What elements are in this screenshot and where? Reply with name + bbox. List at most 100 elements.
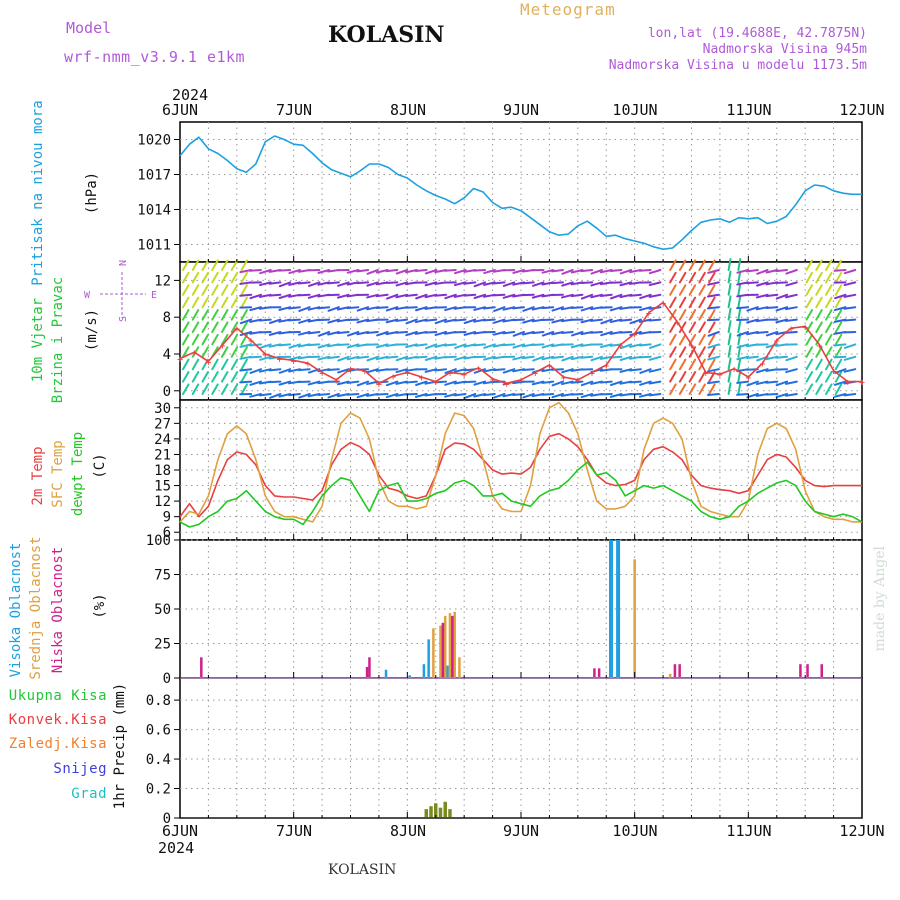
legend-freezing-rain: Zaledj.Kisa	[8, 736, 107, 752]
temp-y-tick-label: 21	[154, 447, 171, 463]
wind-direction-arrow	[765, 343, 779, 349]
wind-direction-arrow	[737, 382, 742, 395]
wind-direction-arrow	[288, 355, 301, 361]
wind-direction-arrow	[580, 269, 594, 273]
wind-direction-arrow	[240, 284, 248, 296]
wind-direction-arrow	[590, 269, 603, 275]
altitude-text: Nadmorska Visina 945m	[702, 42, 867, 57]
wind-direction-arrow	[326, 368, 340, 371]
wind-direction-arrow	[843, 318, 857, 322]
wind-direction-arrow	[727, 344, 732, 358]
wind-direction-arrow	[698, 296, 706, 309]
wind-direction-arrow	[211, 333, 219, 346]
wind-direction-arrow	[191, 358, 200, 371]
wind-direction-arrow	[805, 346, 814, 358]
wind-speed-point: +	[660, 298, 666, 309]
wind-direction-arrow	[609, 269, 623, 272]
wind-direction-arrow	[287, 306, 301, 310]
wind-direction-arrow	[638, 393, 652, 398]
wind-direction-arrow	[463, 380, 477, 384]
wind-direction-arrow	[182, 371, 190, 383]
wind-direction-arrow	[220, 296, 229, 309]
temp-y-tick-label: 9	[163, 510, 171, 526]
niska-oblacnost-bar	[678, 664, 681, 678]
wind-direction-arrow	[707, 331, 720, 337]
wind-direction-arrow	[825, 383, 833, 395]
wind-direction-arrow	[541, 380, 555, 384]
wind-direction-arrow	[805, 271, 814, 284]
wind-direction-arrow	[765, 393, 779, 396]
wind-direction-arrow	[834, 259, 843, 271]
axis-ticks: 1011101410171020048126912151821242730025…	[137, 133, 863, 827]
cloud-y-tick-label: 75	[154, 568, 171, 584]
wind-direction-arrow	[278, 380, 292, 386]
wind-direction-arrow	[258, 393, 272, 397]
wind-direction-arrow	[211, 296, 219, 309]
wind-direction-arrow	[502, 281, 516, 287]
wind-direction-arrow	[230, 383, 239, 395]
wind-direction-arrow	[698, 284, 706, 296]
x-tick-top-7jun: 7JUN	[276, 101, 312, 119]
wind-direction-arrow	[240, 296, 248, 309]
wind-axis-label-2: Brzina i Pravac	[50, 277, 66, 403]
wind-direction-arrow	[220, 271, 229, 284]
wind-direction-arrow	[220, 309, 229, 321]
wind-direction-arrow	[182, 284, 190, 296]
wind-direction-arrow	[698, 333, 706, 346]
wind-direction-arrow	[395, 281, 409, 287]
temp-y-tick-label: 27	[154, 416, 171, 432]
wind-direction-arrow	[522, 318, 535, 324]
wind-direction-arrow	[825, 309, 833, 321]
wind-speed-point: +	[731, 365, 737, 376]
wind-speed-point: +	[674, 318, 680, 329]
wind-direction-arrow	[843, 269, 857, 275]
wind-direction-arrow	[405, 343, 418, 349]
wind-direction-arrow	[404, 306, 418, 309]
wind-direction-arrow	[317, 343, 331, 349]
ukupna-kisa-bar	[424, 809, 429, 818]
wind-speed-point: +	[205, 357, 211, 368]
wind-direction-arrow	[755, 368, 769, 374]
wind-direction-arrow	[580, 355, 594, 359]
wind-direction-arrow	[843, 393, 857, 397]
wind-direction-arrow	[531, 331, 545, 335]
wind-direction-arrow	[317, 269, 331, 274]
wind-direction-arrow	[825, 284, 833, 296]
wind-direction-arrow	[278, 293, 292, 300]
wind-direction-arrow	[444, 293, 457, 300]
wind-direction-arrow	[825, 333, 833, 346]
wind-speed-point: +	[831, 367, 837, 378]
visoka-oblacnost-bar	[446, 665, 449, 678]
wind-direction-arrow	[375, 306, 389, 309]
wind-direction-arrow	[386, 293, 399, 300]
wind-direction-arrow	[307, 281, 321, 287]
wind-direction-arrow	[473, 293, 487, 300]
wind-direction-arrow	[590, 281, 603, 287]
wind-direction-arrow	[424, 281, 438, 287]
wind-direction-arrow	[395, 355, 409, 362]
wind-direction-arrow	[512, 318, 525, 322]
wind-direction-arrow	[336, 380, 350, 386]
wind-direction-arrow	[825, 346, 833, 358]
wind-direction-arrow	[639, 368, 652, 374]
wind-direction-arrow	[531, 293, 545, 299]
wind-direction-arrow	[268, 318, 282, 324]
wind-direction-arrow	[248, 269, 262, 272]
temp-unit: (C)	[92, 453, 108, 478]
wind-direction-arrow	[492, 281, 506, 285]
visoka-oblacnost-bar	[608, 540, 613, 678]
wind-direction-arrow	[775, 281, 789, 284]
wind-direction-arrow	[619, 269, 633, 275]
wind-direction-arrow	[708, 321, 716, 333]
wind-direction-arrow	[619, 355, 633, 362]
wind-direction-arrow	[522, 306, 535, 312]
wind-speed-point: +	[760, 359, 766, 370]
wind-direction-arrow	[834, 296, 843, 309]
niska-oblacnost-bar	[441, 622, 445, 678]
wind-direction-arrow	[727, 258, 732, 271]
wind-direction-arrow	[522, 393, 535, 399]
niska-oblacnost-bar	[200, 657, 203, 678]
wind-direction-arrow	[444, 368, 457, 374]
wind-direction-arrow	[600, 331, 613, 337]
wind-direction-arrow	[385, 306, 399, 312]
